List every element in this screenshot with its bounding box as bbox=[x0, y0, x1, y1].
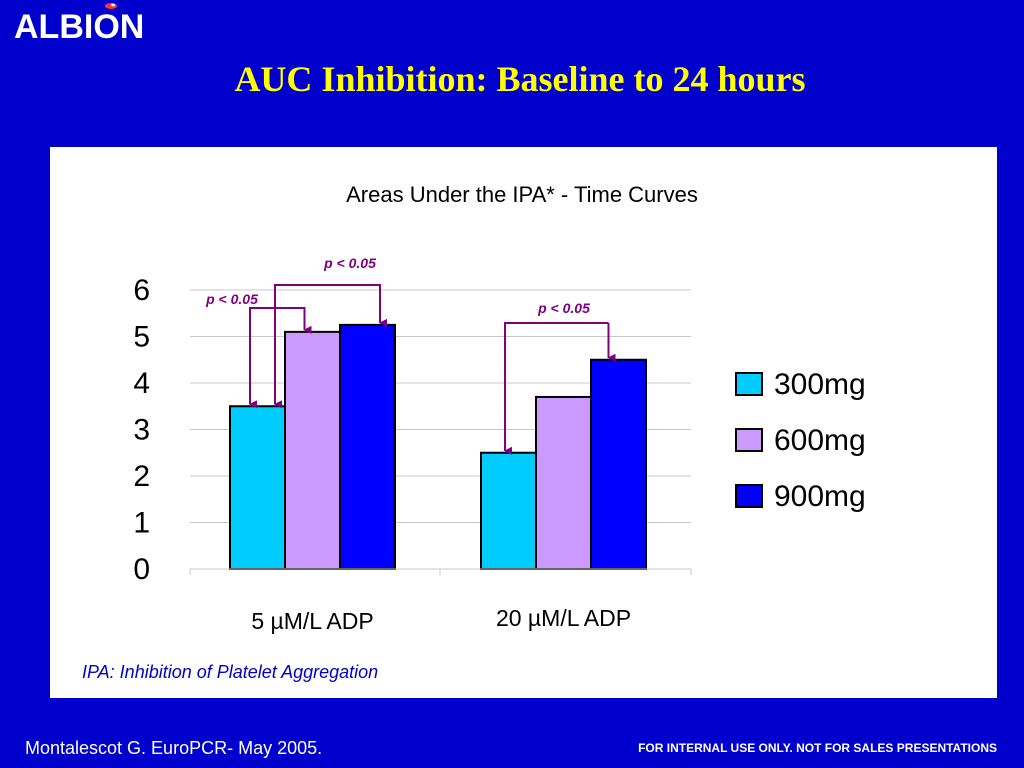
y-tick-label: 5 bbox=[133, 321, 150, 354]
bar-900mg-20um bbox=[590, 358, 647, 570]
albion-logo: ALBION bbox=[14, 3, 145, 47]
legend-swatch-300mg bbox=[735, 372, 763, 396]
legend-label-900mg: 900mg bbox=[774, 480, 866, 513]
x-category-label: 5 µM/L ADP bbox=[251, 608, 373, 634]
bar-600mg-20um bbox=[535, 395, 592, 570]
y-tick-label: 6 bbox=[133, 274, 150, 307]
y-tick-label: 3 bbox=[133, 414, 150, 447]
bar-300mg-5um bbox=[229, 405, 286, 570]
p-value-label: p < 0.05 bbox=[323, 255, 376, 271]
internal-use-notice: FOR INTERNAL USE ONLY. NOT FOR SALES PRE… bbox=[638, 741, 997, 755]
legend-label-300mg: 300mg bbox=[774, 368, 866, 401]
logo-text: ALBION bbox=[14, 8, 145, 46]
y-tick-label: 1 bbox=[133, 507, 150, 540]
logo-mark-icon bbox=[105, 3, 117, 9]
chart-panel: Areas Under the IPA* - Time Curves 0 1 2 3 4… bbox=[50, 147, 997, 698]
footnote: IPA: Inhibition of Platelet Aggregation bbox=[82, 662, 378, 682]
bar-300mg-20um bbox=[480, 451, 537, 570]
legend-label-600mg: 600mg bbox=[774, 424, 866, 457]
p-value-label: p < 0.05 bbox=[205, 291, 258, 307]
y-tick-label: 2 bbox=[133, 460, 150, 493]
y-tick-label: 4 bbox=[133, 367, 150, 400]
bar-600mg-5um bbox=[284, 330, 341, 570]
bracket-300-900-20um bbox=[504, 322, 609, 455]
legend-swatch-600mg bbox=[735, 428, 763, 452]
bar-chart: Areas Under the IPA* - Time Curves 0 1 2 3 4… bbox=[82, 182, 866, 682]
y-tick-label: 0 bbox=[133, 553, 150, 586]
chart-title: Areas Under the IPA* - Time Curves bbox=[346, 182, 698, 207]
bar-900mg-5um bbox=[339, 323, 396, 570]
legend-swatch-900mg bbox=[735, 484, 763, 508]
slide-title: AUC Inhibition: Baseline to 24 hours bbox=[234, 59, 806, 99]
citation: Montalescot G. EuroPCR- May 2005. bbox=[25, 738, 323, 758]
x-category-label: 20 µM/L ADP bbox=[496, 605, 631, 631]
p-value-label: p < 0.05 bbox=[537, 300, 590, 316]
